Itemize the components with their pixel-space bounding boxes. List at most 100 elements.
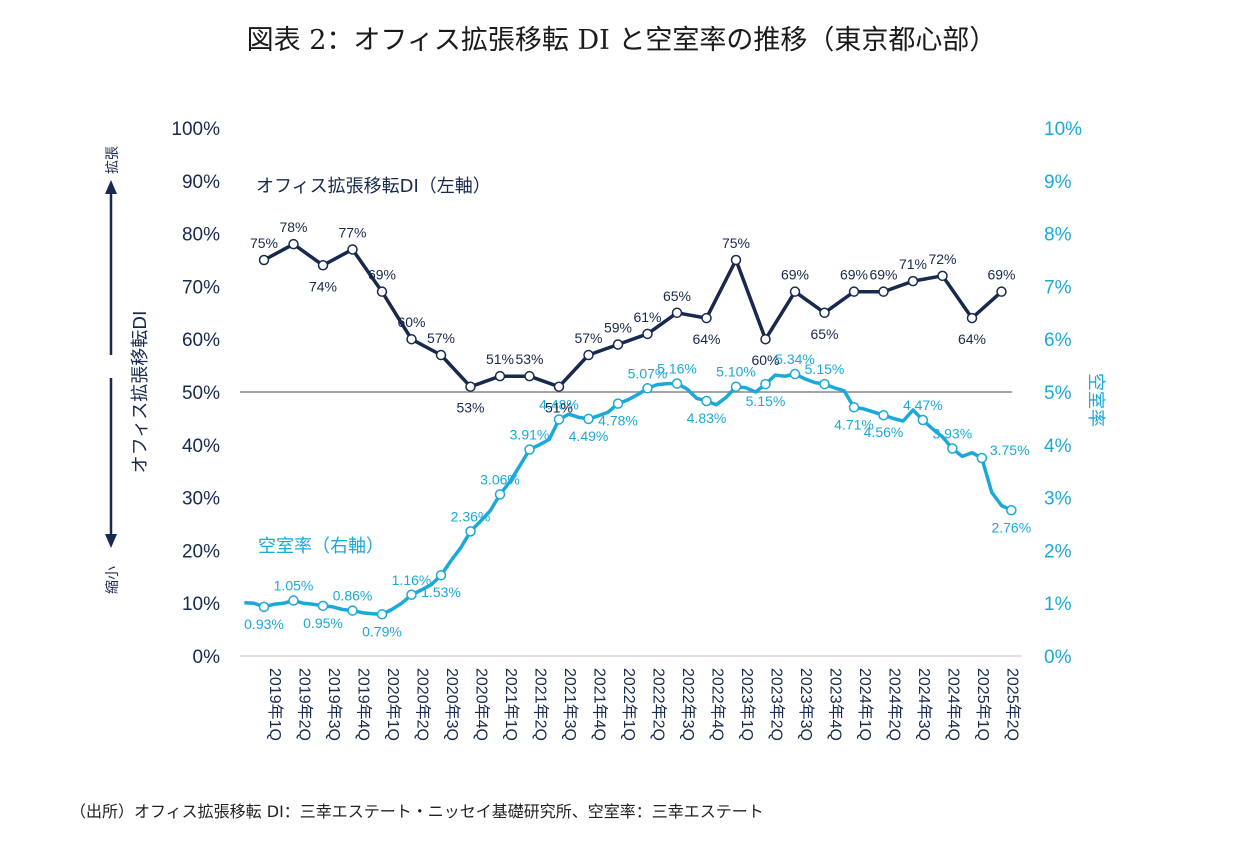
di-point — [642, 328, 653, 340]
vacancy-point — [435, 569, 447, 581]
vacancy-data-label: 4.49% — [569, 428, 609, 444]
x-tick-label: 2023年3Q — [797, 668, 815, 741]
vacancy-point — [642, 383, 653, 394]
vacancy-data-label: 5.15% — [805, 361, 845, 377]
x-tick-label: 2020年2Q — [414, 668, 432, 741]
vacancy-data-label: 1.53% — [421, 584, 461, 600]
vacancy-point — [730, 381, 742, 392]
vacancy-point — [583, 413, 594, 425]
di-data-label: 64% — [692, 331, 720, 347]
y-right-tick-label: 4% — [1044, 436, 1072, 457]
y-right-tick-label: 10% — [1044, 119, 1082, 140]
di-series-name: オフィス拡張移転DI（左軸） — [256, 176, 491, 197]
y-left-tick-label: 50% — [182, 383, 220, 404]
x-tick-label: 2020年3Q — [443, 668, 461, 741]
di-point — [347, 244, 358, 255]
x-tick-label: 2021年3Q — [561, 668, 579, 741]
x-tick-label: 2024年2Q — [886, 668, 904, 741]
shrink-arrow-head — [105, 534, 117, 548]
y-right-tick-label: 3% — [1044, 489, 1072, 510]
x-tick-label: 2022年3Q — [679, 668, 697, 741]
vacancy-data-label: 5.07% — [628, 365, 668, 381]
di-data-label: 57% — [574, 330, 602, 346]
y-left-tick-label: 70% — [182, 277, 220, 298]
x-tick-label: 2019年3Q — [325, 668, 343, 741]
x-tick-label: 2021年2Q — [532, 668, 550, 741]
vacancy-point — [288, 595, 299, 606]
x-tick-label: 2025年2Q — [1004, 668, 1022, 741]
expand-label: 拡張 — [105, 146, 121, 174]
di-point — [612, 339, 624, 350]
di-data-label: 69% — [368, 267, 396, 283]
vacancy-point — [524, 444, 535, 455]
di-data-label: 57% — [427, 330, 455, 346]
vacancy-data-label: 4.48% — [539, 396, 579, 412]
chart-canvas: 0% 10% 20% 30% 40% 50% 60% 70% 80% 90% 100% 0% 1% 2% 3… — [105, 119, 1106, 741]
vacancy-point — [819, 378, 830, 390]
x-tick-label: 2024年3Q — [915, 668, 933, 741]
di-data-label: 59% — [604, 319, 632, 335]
y-left-tick-label: 10% — [182, 594, 220, 615]
di-data-label: 77% — [338, 224, 366, 240]
y-right-tick-label: 6% — [1044, 330, 1072, 351]
x-tick-label: 2019年4Q — [355, 668, 373, 741]
y-left-tick-label: 90% — [182, 172, 220, 193]
vacancy-point — [406, 589, 417, 601]
vacancy-data-label: 0.79% — [362, 623, 402, 639]
vacancy-point — [553, 414, 565, 425]
di-point — [553, 381, 565, 392]
vacancy-point — [494, 489, 506, 500]
di-point — [819, 307, 830, 319]
di-data-label: 51% — [545, 400, 573, 416]
x-tick-label: 2024年1Q — [856, 668, 874, 741]
di-data-label: 60% — [751, 352, 779, 368]
vacancy-data-label: 4.83% — [687, 410, 727, 426]
vacancy-data-label: 5.16% — [657, 361, 697, 377]
di-data-label: 78% — [279, 219, 307, 235]
vacancy-point — [947, 443, 958, 454]
di-point — [701, 312, 712, 324]
x-tick-label: 2022年1Q — [620, 668, 638, 741]
vacancy-point — [878, 409, 889, 421]
y-left-axis-title: オフィス拡張移転DI — [130, 311, 151, 474]
axes: 0% 10% 20% 30% 40% 50% 60% 70% 80% 90% 100% 0% 1% 2% 3… — [105, 119, 1106, 741]
x-tick-label: 2021年1Q — [502, 668, 520, 741]
y-right-tick-label: 0% — [1044, 647, 1072, 668]
di-data-label: 51% — [486, 351, 514, 367]
vacancy-data-label: 3.91% — [510, 427, 550, 443]
di-point — [996, 286, 1007, 297]
di-data-label: 74% — [309, 278, 337, 294]
y-left-tick-label: 80% — [182, 225, 220, 246]
vacancy-point — [848, 402, 860, 413]
x-tick-label: 2025年1Q — [974, 668, 992, 741]
vacancy-series-name: 空室率（右軸） — [258, 536, 384, 557]
vacancy-data-label: 4.56% — [864, 424, 904, 440]
di-point — [671, 307, 683, 319]
x-tick-label: 2023年2Q — [768, 668, 786, 741]
di-data-label: 65% — [663, 288, 691, 304]
source-note: （出所）オフィス拡張移転 DI：三幸エステート・ニッセイ基礎研究所、空室率：三幸… — [70, 802, 764, 821]
di-point — [494, 370, 506, 382]
di-data-label: 69% — [840, 267, 868, 283]
vacancy-data-label: 5.15% — [746, 393, 786, 409]
di-point — [907, 275, 919, 287]
di-data-label: 69% — [869, 267, 897, 283]
vacancy-data-label: 1.16% — [392, 572, 432, 588]
vacancy-series: 0.93% 1.05% 0.95% 0.86% 0.79% 1.16%1.53% 2.36%… — [244, 351, 1031, 639]
vacancy-data-label: 0.86% — [333, 588, 373, 604]
vacancy-data-label: 4.78% — [598, 413, 638, 429]
y-left-tick-label: 40% — [182, 436, 220, 457]
y-left-tick-label: 30% — [182, 489, 220, 510]
di-data-label: 69% — [781, 267, 809, 283]
vacancy-data-label: 5.34% — [775, 351, 815, 367]
y-right-tick-label: 7% — [1044, 277, 1072, 298]
di-point — [848, 286, 860, 297]
x-tick-label: 2024年4Q — [945, 668, 963, 741]
di-data-label: 53% — [515, 351, 543, 367]
di-data-label: 71% — [899, 256, 927, 272]
di-point — [878, 286, 889, 297]
x-tick-label: 2022年2Q — [650, 668, 668, 741]
di-point — [524, 370, 535, 382]
vacancy-point — [465, 526, 476, 537]
di-data-label: 61% — [633, 309, 661, 325]
